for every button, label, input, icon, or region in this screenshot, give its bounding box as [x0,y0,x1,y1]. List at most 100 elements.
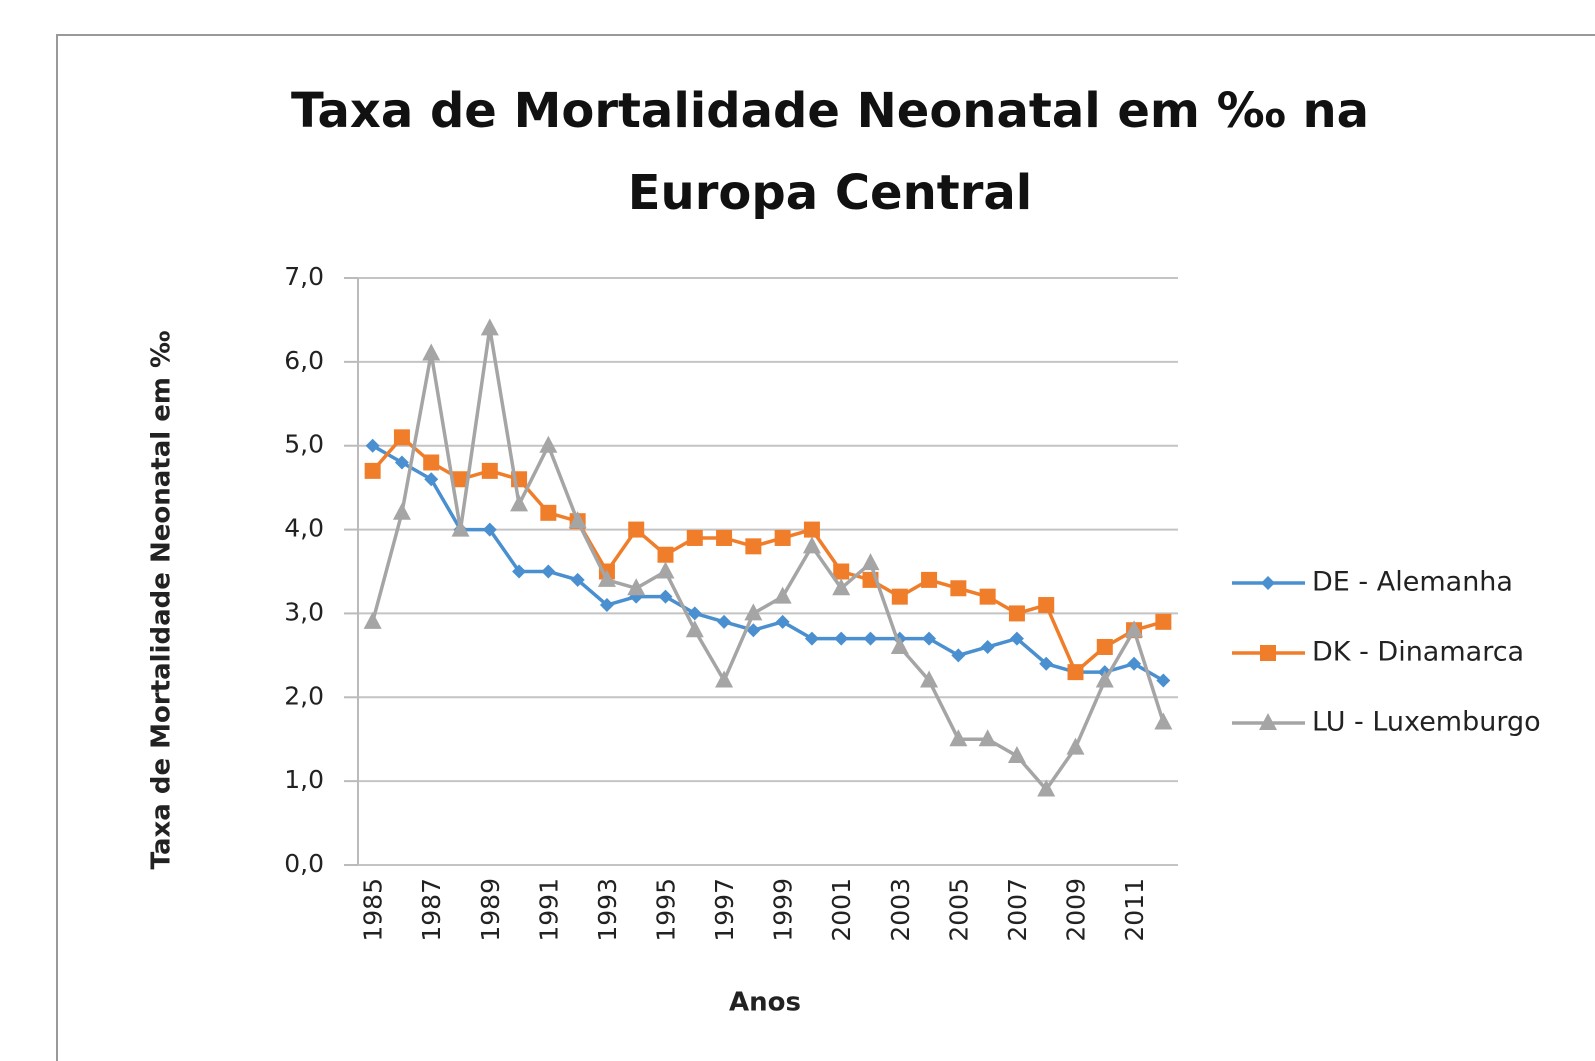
chart-title: Taxa de Mortalidade Neonatal em ‰ na Eur… [290,83,1370,221]
chart-frame [56,34,1595,1061]
data-point [979,588,996,605]
x-tick-label: 1989 [476,878,505,942]
data-point [774,529,791,546]
y-tick-label: 7,0 [284,262,324,291]
data-point [978,729,997,747]
data-point [980,639,995,654]
data-point [1096,638,1113,655]
series-line [371,444,1165,683]
data-point [510,494,529,512]
data-point [365,438,380,453]
legend-label: DE - Alemanha [1312,567,1513,598]
data-point [861,553,880,571]
legend-marker [1260,645,1276,661]
x-tick-label: 2007 [1003,878,1032,942]
data-point [452,471,469,488]
data-point [656,561,675,579]
data-point [716,529,733,546]
data-point [628,521,645,538]
y-tick-label: 5,0 [284,430,324,459]
data-point [950,580,967,597]
data-point [597,569,616,587]
x-tick-label: 2011 [1120,878,1149,942]
data-point [423,454,440,471]
data-point [746,623,761,638]
data-point [363,611,382,629]
data-point [1127,656,1142,671]
data-point [745,538,762,555]
data-point [1037,779,1056,797]
data-point [482,522,497,537]
data-point [1155,613,1172,630]
x-tick-label: 2001 [827,878,856,942]
data-point [658,589,673,604]
data-point [921,571,938,588]
data-point [512,564,527,579]
data-point [1067,664,1084,681]
data-point [422,343,441,361]
data-point [1154,712,1173,730]
data-point [481,462,498,479]
y-tick-label: 3,0 [284,597,324,626]
data-point [920,670,939,688]
x-tick-label: 2003 [886,878,915,942]
data-point [686,529,703,546]
data-point [685,620,704,638]
data-point [1095,670,1114,688]
y-axis-label: Taxa de Mortalidade Neonatal em ‰ [147,331,177,870]
series-line [371,434,1164,675]
data-point [687,606,702,621]
data-point [773,586,792,604]
x-tick-label: 1993 [593,878,622,942]
data-point [717,614,732,629]
data-point [394,455,409,470]
data-point [949,729,968,747]
data-point [424,472,439,487]
series-line [370,328,1166,793]
x-tick-label: 1999 [769,878,798,942]
data-point [834,631,849,646]
legend-marker [1261,576,1275,590]
x-tick-label: 1997 [710,878,739,942]
data-point [1039,656,1054,671]
data-point [657,546,674,563]
x-tick-label: 2005 [944,878,973,942]
legend-label: LU - Luxemburgo [1312,707,1541,738]
data-point [890,636,909,654]
y-tick-label: 0,0 [284,849,324,878]
x-tick-label: 1991 [534,878,563,942]
data-point [1007,745,1026,763]
x-tick-label: 1985 [359,878,388,942]
data-point [803,521,820,538]
data-point [539,435,558,453]
data-point [1156,673,1171,688]
y-tick-label: 6,0 [284,346,324,375]
data-point [451,519,470,537]
data-point [599,598,614,613]
data-point [802,536,821,554]
data-point [1009,631,1024,646]
data-point [570,572,585,587]
y-tick-label: 4,0 [284,514,324,543]
data-point [775,614,790,629]
data-point [951,648,966,663]
x-tick-label: 2009 [1062,878,1091,942]
data-point [1008,605,1025,622]
data-point [393,429,410,446]
x-tick-label: 1995 [652,878,681,942]
data-point [392,502,411,520]
data-point [1125,620,1144,638]
data-point [922,631,937,646]
data-point [480,318,499,336]
data-point [541,564,556,579]
data-point [1066,737,1085,755]
data-point [891,588,908,605]
data-point [715,670,734,688]
data-point [568,511,587,529]
data-point [627,578,646,596]
data-point [1038,597,1055,614]
data-point [863,631,878,646]
data-point [540,504,557,521]
